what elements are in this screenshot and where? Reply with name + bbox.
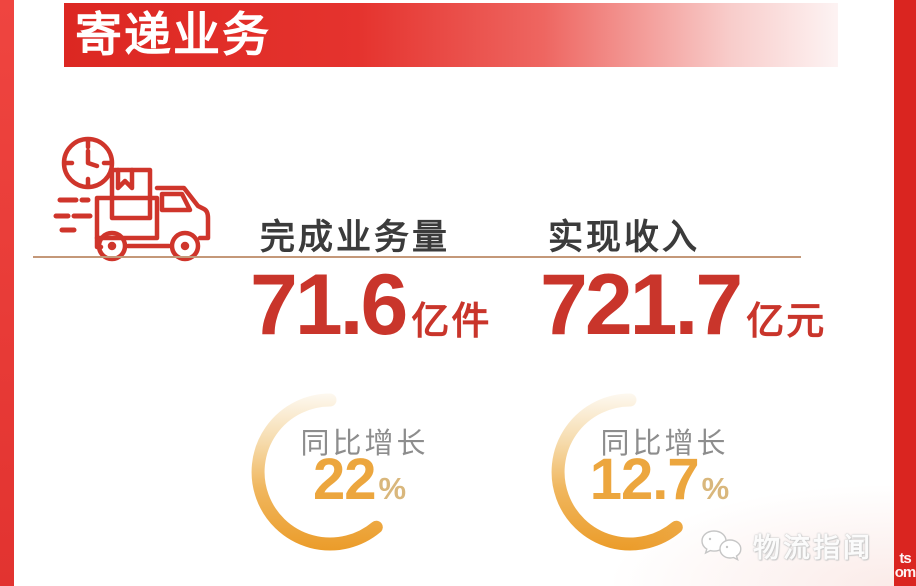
growth-value: 22 % [272,446,447,513]
growth-value: 12.7 % [572,446,747,513]
stat-number: 71.6 [250,257,408,353]
stat-label-volume: 完成业务量 [260,218,451,257]
stat-unit: 亿元 [746,301,827,343]
stat-number: 721.7 [540,257,743,353]
corner-frag-line2: om [894,564,916,581]
left-edge-stripe [0,0,14,586]
stat-value-revenue: 721.7 亿元 [540,258,826,353]
watermark-text: 物流指闻 [753,533,873,563]
percent-sign: % [701,471,730,506]
corner-frag-line1: ts [899,550,911,567]
stat-label-revenue: 实现收入 [548,218,701,257]
growth-card-revenue: 同比增长 12.7 % [544,386,759,578]
watermark: 物流指闻 [700,526,873,565]
delivery-truck-clock-icon [53,136,211,262]
growth-number: 12.7 [589,447,700,512]
stat-value-volume: 71.6 亿件 [250,258,491,353]
page-title: 寄递业务 [75,8,271,61]
growth-number: 22 [312,447,377,512]
growth-card-volume: 同比增长 22 % [244,386,459,578]
chat-bubble-bird-icon [701,529,742,561]
percent-sign: % [378,471,407,506]
right-edge-stripe [894,0,916,586]
section-banner: 寄递业务 [64,3,838,67]
stat-unit: 亿件 [411,301,492,343]
growth-label: 同比增长 [300,428,429,460]
growth-arc-icon [251,393,383,551]
baseline-divider [33,256,801,258]
corner-watermark-fragment: ts om [894,550,916,581]
growth-label: 同比增长 [600,428,729,460]
